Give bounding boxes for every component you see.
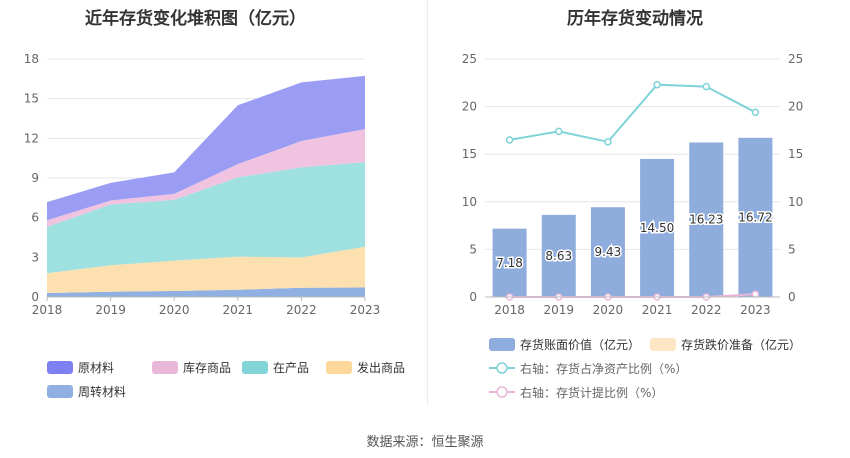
x-tick-label: 2021 xyxy=(642,303,673,317)
legend-marker xyxy=(496,386,508,398)
y2-tick-label: 25 xyxy=(788,52,803,66)
x-tick-label: 2020 xyxy=(159,303,190,317)
bar-data-label: 16.72 xyxy=(738,210,772,224)
bar-inventory-value xyxy=(689,142,724,297)
x-tick-label: 2022 xyxy=(286,303,317,317)
area-原材料 xyxy=(47,75,365,221)
legend-swatch xyxy=(152,361,178,374)
line-point xyxy=(751,290,760,298)
x-tick-label: 2023 xyxy=(740,303,771,317)
right-chart-title: 历年存货变动情况 xyxy=(567,9,703,29)
y-tick-label: 18 xyxy=(24,52,39,66)
y-tick-label: 0 xyxy=(31,290,39,304)
y2-tick-label: 20 xyxy=(788,100,803,114)
data-source: 数据来源：恒生聚源 xyxy=(366,435,484,450)
bar-data-label: 7.18 xyxy=(496,256,523,270)
line-point xyxy=(604,138,612,146)
y-tick-label: 15 xyxy=(462,147,477,161)
bar-inventory-value xyxy=(738,137,773,297)
y-tick-label: 25 xyxy=(462,52,477,66)
line-右轴：存货占净资产比例（%） xyxy=(509,83,756,143)
area-在产品 xyxy=(47,162,365,274)
y2-tick-label: 5 xyxy=(788,242,796,256)
x-tick-label: 2019 xyxy=(95,303,126,317)
x-tick-label: 2021 xyxy=(223,303,254,317)
area-库存商品 xyxy=(47,129,365,227)
bar-inventory-value xyxy=(492,228,527,297)
y-tick-label: 10 xyxy=(462,195,477,209)
y-tick-label: 5 xyxy=(469,242,477,256)
line-point xyxy=(653,80,661,89)
legend-marker xyxy=(496,362,508,374)
legend-label: 库存商品 xyxy=(183,360,231,375)
legend-label: 右轴：存货计提比例（%） xyxy=(520,385,663,400)
legend-swatch xyxy=(489,338,515,351)
bar-inventory-value xyxy=(541,214,576,297)
legend-label: 在产品 xyxy=(273,361,309,375)
legend-swatch xyxy=(47,385,73,398)
line-point xyxy=(505,136,514,144)
y2-tick-label: 10 xyxy=(788,195,803,209)
legend-swatch xyxy=(47,361,73,374)
y2-tick-label: 0 xyxy=(788,290,796,304)
x-tick-label: 2020 xyxy=(593,303,624,317)
x-tick-label: 2018 xyxy=(494,303,525,317)
x-tick-label: 2022 xyxy=(691,303,722,317)
bar-data-label: 8.63 xyxy=(545,249,572,263)
bar-data-label: 16.23 xyxy=(689,213,723,227)
area-周转材料 xyxy=(47,287,365,297)
legend-label: 存货账面价值（亿元） xyxy=(520,337,640,352)
y-tick-label: 9 xyxy=(31,171,39,185)
y-tick-label: 12 xyxy=(24,131,39,145)
y-tick-label: 0 xyxy=(469,290,477,304)
stacked-area-chart: 0 3 6 9 12 15 18 2018 2019 2020 2021 2022 2023 原材料 库存商… xyxy=(24,52,405,399)
left-chart-title: 近年存货变化堆积图（亿元） xyxy=(85,9,306,29)
x-tick-label: 2018 xyxy=(32,303,63,317)
y-tick-label: 20 xyxy=(462,100,477,114)
x-tick-label: 2019 xyxy=(543,303,574,317)
chart-divider xyxy=(427,0,428,405)
legend-label: 右轴：存货占净资产比例（%） xyxy=(520,361,687,376)
x-tick-label: 2023 xyxy=(350,303,381,317)
y-tick-label: 6 xyxy=(31,211,39,225)
legend-swatch xyxy=(650,338,676,351)
bar-inventory-value xyxy=(640,158,675,297)
bar-inventory-value xyxy=(590,207,625,297)
line-point xyxy=(555,127,563,136)
legend-label: 周转材料 xyxy=(78,384,126,399)
y2-tick-label: 15 xyxy=(788,147,803,161)
y-tick-label: 15 xyxy=(24,92,39,106)
line-point xyxy=(751,108,760,117)
legend-label: 存货跌价准备（亿元） xyxy=(681,337,801,352)
bar-data-label: 14.50 xyxy=(640,221,674,235)
legend-label: 发出商品 xyxy=(357,360,405,375)
y-tick-label: 3 xyxy=(31,250,39,264)
legend-swatch xyxy=(326,361,352,374)
legend-label: 原材料 xyxy=(78,361,114,375)
legend-swatch xyxy=(242,361,268,374)
line-point xyxy=(702,82,710,91)
bar-data-label: 9.43 xyxy=(595,245,622,259)
area-发出商品 xyxy=(47,246,365,294)
